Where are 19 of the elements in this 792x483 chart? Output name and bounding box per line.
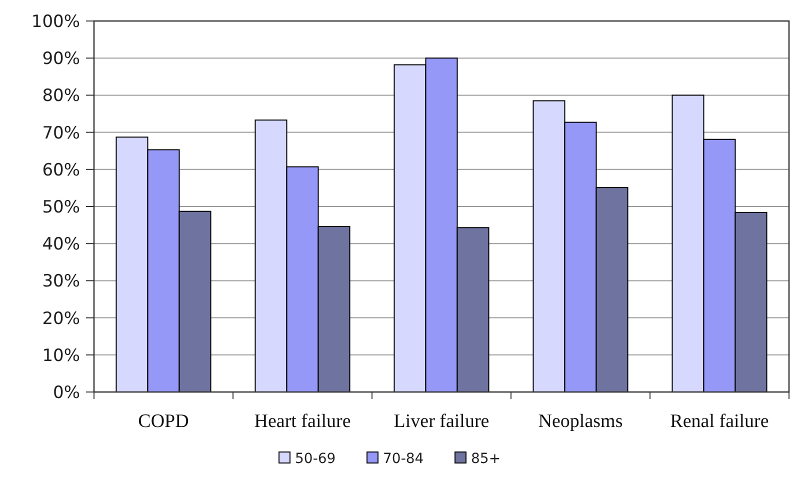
x-tick-label: COPD	[138, 411, 189, 432]
y-tick-label: 10%	[42, 346, 80, 366]
y-tick-label: 20%	[42, 308, 80, 329]
x-tick-label: Liver failure	[394, 411, 490, 432]
x-tick-label: Heart failure	[254, 411, 351, 432]
y-tick-label: 70%	[42, 123, 80, 144]
legend-label: 85+	[471, 451, 501, 467]
y-tick-label: 40%	[42, 234, 80, 255]
legend-label: 50-69	[295, 451, 336, 467]
y-tick-label: 60%	[42, 160, 80, 180]
legend-label: 70-84	[383, 451, 424, 467]
y-tick-label: 50%	[42, 197, 80, 218]
y-tick-label: 80%	[42, 86, 80, 106]
y-tick-label: 100%	[31, 12, 80, 32]
y-tick-label: 30%	[42, 272, 80, 292]
x-tick-label: Neoplasms	[538, 411, 623, 432]
y-tick-label: 90%	[42, 49, 80, 70]
x-tick-label: Renal failure	[670, 411, 769, 432]
y-tick-label: 0%	[53, 382, 80, 403]
